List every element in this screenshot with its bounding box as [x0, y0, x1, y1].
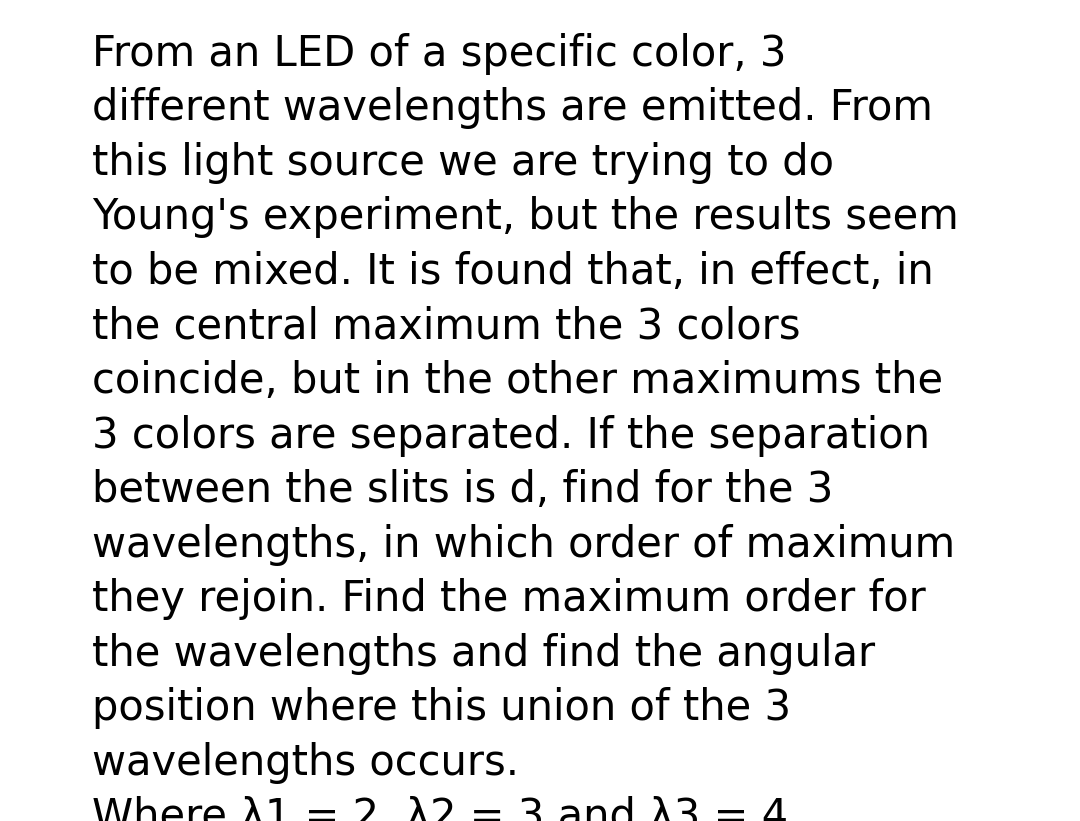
Text: From an LED of a specific color, 3
different wavelengths are emitted. From
this : From an LED of a specific color, 3 diffe… [92, 33, 959, 821]
